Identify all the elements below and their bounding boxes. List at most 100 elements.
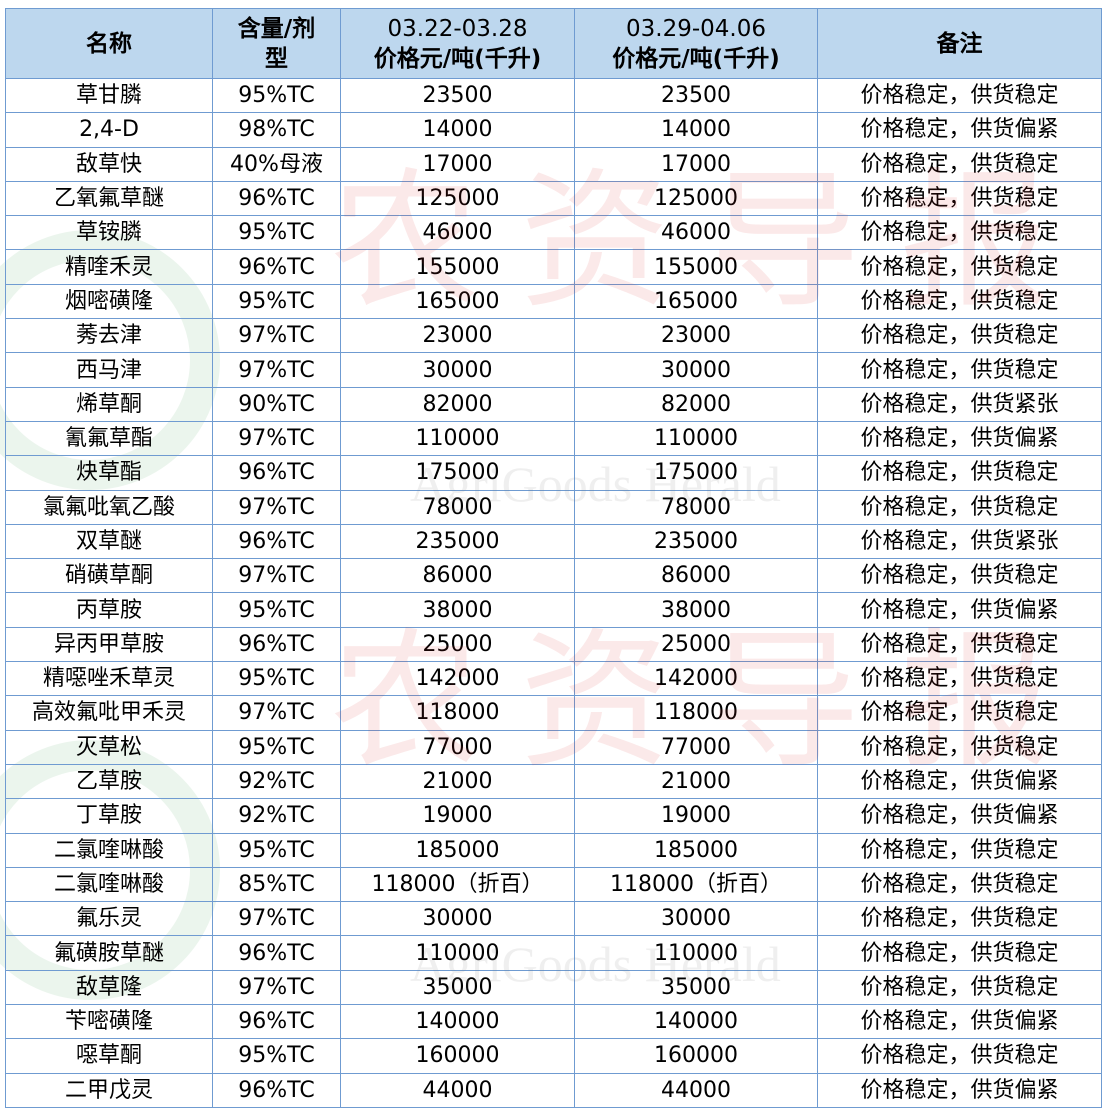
cell-price-period2: 23000 (574, 318, 818, 354)
table-row: 异丙甲草胺 96%TC 25000 25000 价格稳定，供货稳定 (5, 626, 1102, 663)
cell-price-period1: 30000 (340, 352, 575, 388)
cell-price-period1: 118000 (340, 695, 575, 731)
cell-price-period1: 21000 (340, 763, 575, 800)
cell-price-period2: 21000 (574, 763, 818, 800)
cell-note: 价格稳定，供货稳定 (817, 283, 1102, 320)
cell-price-period1: 77000 (340, 729, 575, 765)
cell-price-period2: 77000 (574, 729, 818, 765)
cell-name: 丙草胺 (5, 592, 213, 628)
cell-content: 97%TC (212, 352, 341, 388)
cell-content: 40%母液 (212, 146, 341, 182)
cell-note: 价格稳定，供货稳定 (817, 832, 1102, 868)
cell-note: 价格稳定，供货稳定 (817, 969, 1102, 1006)
cell-price-period2: 30000 (574, 901, 818, 937)
cell-note: 价格稳定，供货稳定 (817, 661, 1102, 697)
table-row: 噁草酮 95%TC 160000 160000 价格稳定，供货稳定 (5, 1038, 1102, 1074)
cell-note: 价格稳定，供货偏紧 (817, 592, 1102, 628)
cell-price-period2: 155000 (574, 249, 818, 285)
cell-name: 氟磺胺草醚 (5, 935, 213, 971)
cell-content: 96%TC (212, 249, 341, 285)
table-row: 烟嘧磺隆 95%TC 165000 165000 价格稳定，供货稳定 (5, 283, 1102, 320)
table-row: 氰氟草酯 97%TC 110000 110000 价格稳定，供货偏紧 (5, 420, 1102, 457)
cell-note: 价格稳定，供货稳定 (817, 455, 1102, 491)
cell-note: 价格稳定，供货偏紧 (817, 763, 1102, 800)
cell-price-period2: 110000 (574, 935, 818, 971)
cell-note: 价格稳定，供货稳定 (817, 935, 1102, 971)
table-row: 灭草松 95%TC 77000 77000 价格稳定，供货稳定 (5, 729, 1102, 765)
cell-name: 氟乐灵 (5, 901, 213, 937)
cell-name: 氰氟草酯 (5, 420, 213, 457)
cell-price-period1: 175000 (340, 455, 575, 491)
header-content: 含量/剂型 (212, 8, 341, 79)
cell-content: 97%TC (212, 558, 341, 594)
cell-price-period1: 30000 (340, 901, 575, 937)
table-row: 精喹禾灵 96%TC 155000 155000 价格稳定，供货稳定 (5, 249, 1102, 285)
cell-name: 2,4-D (5, 112, 213, 148)
cell-content: 96%TC (212, 935, 341, 971)
cell-price-period1: 235000 (340, 523, 575, 560)
table-row: 氟磺胺草醚 96%TC 110000 110000 价格稳定，供货稳定 (5, 935, 1102, 971)
cell-note: 价格稳定，供货稳定 (817, 146, 1102, 182)
cell-price-period2: 140000 (574, 1004, 818, 1040)
header-period2-unit: 价格元/吨(千升) (612, 45, 780, 72)
table-row: 敌草隆 97%TC 35000 35000 价格稳定，供货稳定 (5, 969, 1102, 1006)
cell-note: 价格稳定，供货稳定 (817, 729, 1102, 765)
cell-name: 草铵膦 (5, 215, 213, 251)
cell-price-period2: 110000 (574, 420, 818, 457)
cell-content: 96%TC (212, 455, 341, 491)
cell-content: 97%TC (212, 695, 341, 731)
table-row: 烯草酮 90%TC 82000 82000 价格稳定，供货紧张 (5, 386, 1102, 422)
cell-price-period1: 155000 (340, 249, 575, 285)
cell-price-period1: 125000 (340, 180, 575, 217)
cell-price-period1: 110000 (340, 935, 575, 971)
cell-content: 95%TC (212, 661, 341, 697)
cell-price-period1: 78000 (340, 489, 575, 525)
table-row: 莠去津 97%TC 23000 23000 价格稳定，供货稳定 (5, 318, 1102, 354)
cell-price-period1: 110000 (340, 420, 575, 457)
cell-content: 98%TC (212, 112, 341, 148)
table-row: 二甲戊灵 96%TC 44000 44000 价格稳定，供货偏紧 (5, 1072, 1102, 1108)
cell-content: 95%TC (212, 592, 341, 628)
table-row: 乙氧氟草醚 96%TC 125000 125000 价格稳定，供货稳定 (5, 180, 1102, 217)
cell-price-period2: 46000 (574, 215, 818, 251)
cell-price-period2: 160000 (574, 1038, 818, 1074)
header-period1-unit: 价格元/吨(千升) (373, 45, 542, 72)
cell-content: 95%TC (212, 283, 341, 320)
cell-name: 敌草隆 (5, 969, 213, 1006)
header-content-label: 含量/剂型 (237, 15, 316, 72)
cell-price-period1: 23500 (340, 77, 575, 114)
cell-name: 莠去津 (5, 318, 213, 354)
cell-note: 价格稳定，供货稳定 (817, 180, 1102, 217)
cell-note: 价格稳定，供货偏紧 (817, 1004, 1102, 1040)
cell-price-period2: 14000 (574, 112, 818, 148)
cell-note: 价格稳定，供货稳定 (817, 901, 1102, 937)
cell-content: 90%TC (212, 386, 341, 422)
cell-price-period2: 35000 (574, 969, 818, 1006)
cell-content: 95%TC (212, 1038, 341, 1074)
cell-content: 96%TC (212, 180, 341, 217)
table-row: 硝磺草酮 97%TC 86000 86000 价格稳定，供货稳定 (5, 558, 1102, 594)
cell-price-period2: 25000 (574, 626, 818, 663)
cell-price-period1: 82000 (340, 386, 575, 422)
cell-name: 烯草酮 (5, 386, 213, 422)
cell-price-period2: 44000 (574, 1072, 818, 1108)
cell-price-period1: 23000 (340, 318, 575, 354)
cell-price-period1: 35000 (340, 969, 575, 1006)
cell-note: 价格稳定，供货稳定 (817, 77, 1102, 114)
cell-price-period1: 46000 (340, 215, 575, 251)
cell-content: 95%TC (212, 832, 341, 868)
cell-name: 乙氧氟草醚 (5, 180, 213, 217)
cell-name: 西马津 (5, 352, 213, 388)
cell-price-period1: 17000 (340, 146, 575, 182)
cell-content: 95%TC (212, 729, 341, 765)
cell-name: 噁草酮 (5, 1038, 213, 1074)
cell-price-period2: 38000 (574, 592, 818, 628)
table-row: 精噁唑禾草灵 95%TC 142000 142000 价格稳定，供货稳定 (5, 661, 1102, 697)
cell-note: 价格稳定，供货稳定 (817, 1038, 1102, 1074)
cell-content: 97%TC (212, 420, 341, 457)
cell-name: 烟嘧磺隆 (5, 283, 213, 320)
cell-note: 价格稳定，供货偏紧 (817, 798, 1102, 834)
cell-price-period1: 140000 (340, 1004, 575, 1040)
table-row: 双草醚 96%TC 235000 235000 价格稳定，供货紧张 (5, 523, 1102, 560)
cell-name: 草甘膦 (5, 77, 213, 114)
